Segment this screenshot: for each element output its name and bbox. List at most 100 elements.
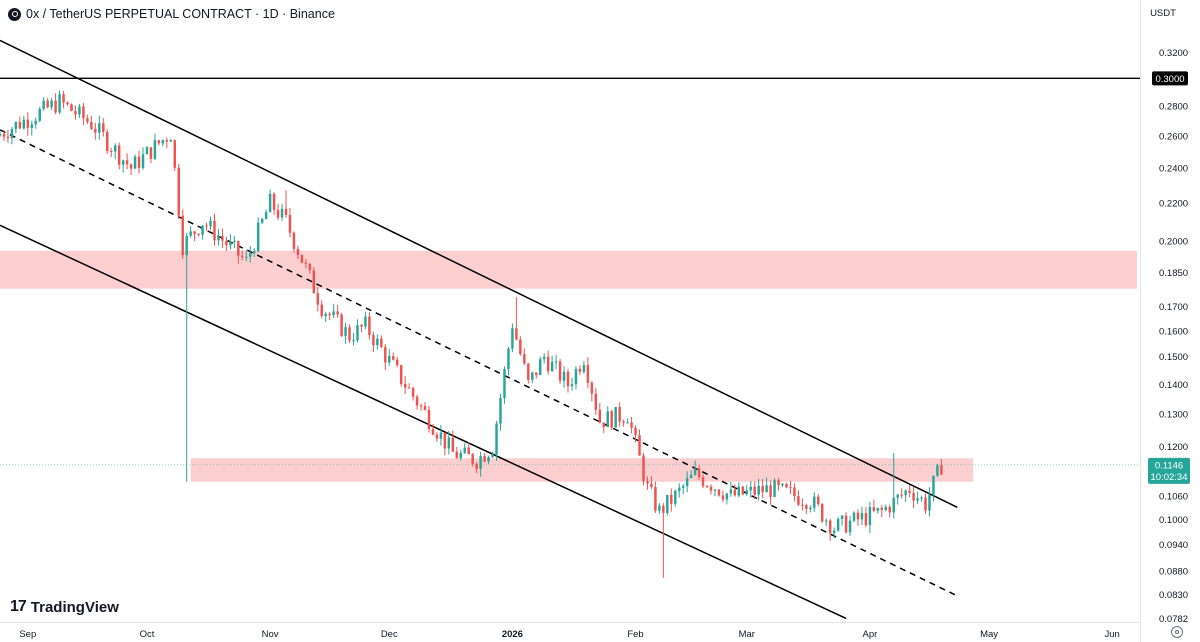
candle-body — [360, 325, 363, 327]
candle-body — [276, 209, 280, 218]
candle-body — [602, 422, 605, 427]
candle-body — [622, 421, 625, 423]
candle-body — [817, 496, 820, 504]
candle-body — [149, 147, 153, 159]
symbol-title-bar[interactable]: 0x / TetherUS PERPETUAL CONTRACT · 1D · … — [8, 5, 335, 23]
candle-body — [14, 122, 18, 130]
candle-body — [463, 447, 466, 453]
candle-body — [511, 328, 514, 349]
candle-body — [507, 348, 510, 370]
candle-body — [423, 405, 427, 410]
candle-body — [304, 262, 308, 264]
candle-body — [586, 365, 590, 383]
candle-body — [82, 106, 85, 119]
price-tick-label: 0.0782 — [1159, 614, 1188, 625]
candle-body — [864, 513, 868, 526]
candle-body — [928, 494, 931, 511]
candle-body — [384, 347, 387, 363]
candle-body — [475, 464, 478, 469]
candle-body — [781, 483, 784, 486]
candle-body — [407, 387, 411, 389]
candle-body — [10, 129, 14, 138]
horizontal-line-tag — [1152, 71, 1188, 86]
currency-selector[interactable]: USDT — [1150, 7, 1176, 19]
candle-body — [145, 147, 149, 155]
candle-body — [372, 335, 375, 346]
candle-body — [459, 452, 462, 459]
candle-body — [916, 498, 919, 501]
candle-body — [654, 487, 657, 511]
candle-body — [753, 486, 756, 495]
zrx-logo-icon — [8, 7, 21, 21]
candle-body — [499, 397, 502, 424]
candle-body — [503, 369, 506, 398]
candle-body — [678, 487, 681, 492]
candle-body — [912, 492, 915, 501]
candle-body — [328, 313, 331, 316]
candle-body — [737, 486, 741, 496]
candle-body — [153, 140, 157, 159]
candle-body — [646, 481, 649, 484]
candle-body — [550, 361, 554, 372]
candle-body — [177, 167, 180, 216]
candle-body — [344, 327, 347, 336]
price-tick-label: 0.0940 — [1159, 540, 1188, 551]
price-tick-label: 0.1850 — [1159, 268, 1188, 279]
settings-icon[interactable] — [1171, 626, 1183, 638]
candle-body — [6, 136, 10, 138]
time-tick-label: Feb — [627, 629, 643, 640]
candle-body — [872, 507, 876, 511]
candle-body — [848, 520, 852, 533]
candle-body — [666, 494, 669, 513]
candle-body — [447, 437, 451, 449]
candle-body — [431, 428, 435, 435]
candle-body — [824, 520, 828, 522]
channel-line-lower — [0, 224, 847, 620]
candle-body — [388, 356, 391, 363]
candle-body — [399, 365, 403, 384]
candle-body — [78, 106, 81, 115]
candle-body — [340, 314, 343, 336]
candle-body — [427, 409, 431, 429]
candle-body — [312, 270, 316, 294]
candle-body — [117, 145, 121, 165]
candle-body — [562, 371, 566, 381]
candle-body — [729, 489, 733, 494]
candle-body — [515, 328, 518, 340]
price-tick-label: 0.2800 — [1159, 102, 1188, 113]
candle-body — [479, 455, 482, 469]
candle-body — [34, 120, 37, 125]
candle-body — [18, 122, 22, 129]
candle-body — [785, 483, 788, 488]
price-tick-label: 0.2200 — [1159, 198, 1188, 209]
candle-body — [411, 387, 415, 397]
candle-body — [197, 233, 200, 235]
price-tick-label: 0.1060 — [1159, 492, 1188, 503]
candle-body — [50, 100, 53, 108]
candle-body — [856, 512, 860, 520]
tradingview-logo-icon: 17 — [10, 598, 27, 615]
candle-body — [546, 356, 550, 372]
candle-body — [614, 407, 617, 428]
channel-line-upper — [0, 39, 958, 509]
time-tick-label: Oct — [140, 629, 155, 640]
candle-body — [888, 506, 891, 513]
candle-body — [840, 515, 844, 519]
time-tick-label: Jun — [1105, 629, 1120, 640]
tradingview-watermark: 17 TradingView — [10, 598, 119, 616]
candle-body — [376, 338, 379, 346]
price-tick-label: 0.2000 — [1159, 237, 1188, 248]
price-tick-label: 0.0830 — [1159, 590, 1188, 601]
candle-body — [487, 457, 490, 462]
candle-body — [681, 486, 685, 488]
candle-body — [62, 94, 65, 103]
candle-body — [860, 513, 864, 520]
candle-body — [237, 241, 240, 256]
candle-body — [892, 497, 895, 513]
candle-body — [141, 154, 145, 168]
candle-body — [705, 486, 709, 488]
candle-body — [582, 365, 586, 372]
candle-body — [924, 497, 927, 511]
candle-body — [233, 241, 236, 243]
